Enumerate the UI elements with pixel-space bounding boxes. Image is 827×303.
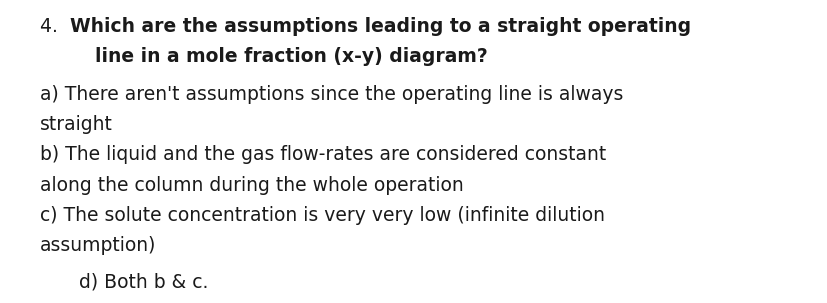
Text: d) Both b & c.: d) Both b & c. — [79, 273, 208, 292]
Text: 4.: 4. — [40, 17, 64, 36]
Text: b) The liquid and the gas flow-rates are considered constant: b) The liquid and the gas flow-rates are… — [40, 145, 605, 165]
Text: a) There aren't assumptions since the operating line is always: a) There aren't assumptions since the op… — [40, 85, 623, 104]
Text: assumption): assumption) — [40, 236, 156, 255]
Text: c) The solute concentration is very very low (infinite dilution: c) The solute concentration is very very… — [40, 206, 604, 225]
Text: line in a mole fraction (x-y) diagram?: line in a mole fraction (x-y) diagram? — [95, 47, 487, 66]
Text: along the column during the whole operation: along the column during the whole operat… — [40, 176, 463, 195]
Text: straight: straight — [40, 115, 112, 134]
Text: Which are the assumptions leading to a straight operating: Which are the assumptions leading to a s… — [70, 17, 691, 36]
